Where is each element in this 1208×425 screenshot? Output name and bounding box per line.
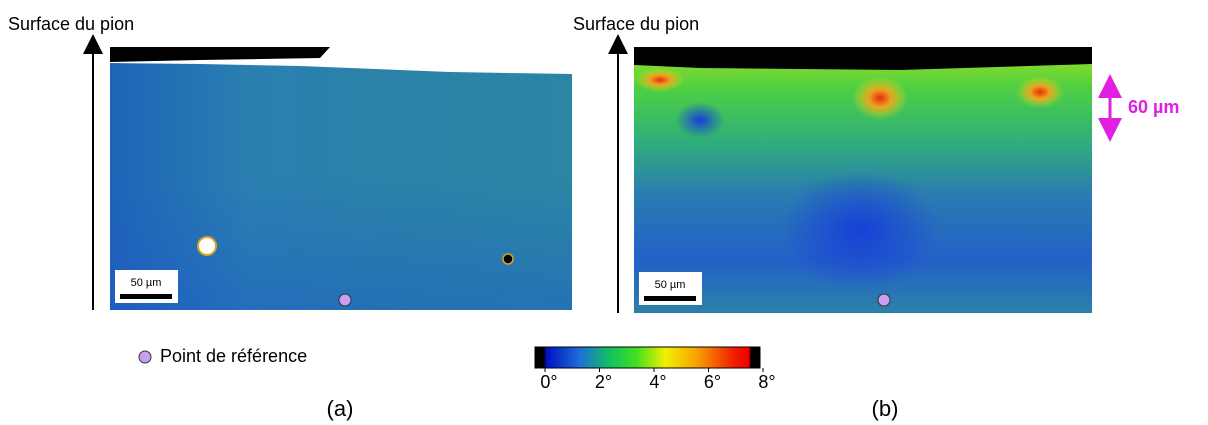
reference-point [877,293,891,307]
surface-layer [110,47,330,62]
surface-label: Surface du pion [8,14,134,34]
legend-label: Point de référence [160,346,307,366]
scale-label: 50 µm [131,277,162,289]
surface-label: Surface du pion [573,14,699,34]
panel-b: Surface du pion 50 µm 60 µm (b) [573,14,1179,421]
colorbar-tick-label: 2° [595,372,612,392]
colorbar-tick-label: 6° [704,372,721,392]
caption: (a) [327,396,354,421]
colorbar-ticks: 0° 2° 4° 6° 8° [540,368,776,392]
blue-zone [675,102,725,138]
colorbar-tick-label: 4° [649,372,666,392]
colorbar-tick-label: 0° [540,372,557,392]
colorbar [534,346,761,369]
defect [502,253,514,265]
scale-bar [120,294,172,299]
caption: (b) [872,396,899,421]
map-shade [110,47,572,310]
scale-bar [644,296,696,301]
colorbar-tick-label: 8° [758,372,775,392]
hotspot [852,76,908,120]
panel-a: Surface du pion 50 µm (a) [8,14,572,421]
hotspot [635,68,685,92]
hotspot [1016,76,1064,108]
surface-layer [634,47,1092,70]
scale-label: 50 µm [655,279,686,291]
defect [197,236,217,256]
legend-marker [138,350,152,364]
reference-point [338,293,352,307]
blue-zone [780,170,940,290]
depth-label: 60 µm [1128,97,1179,117]
